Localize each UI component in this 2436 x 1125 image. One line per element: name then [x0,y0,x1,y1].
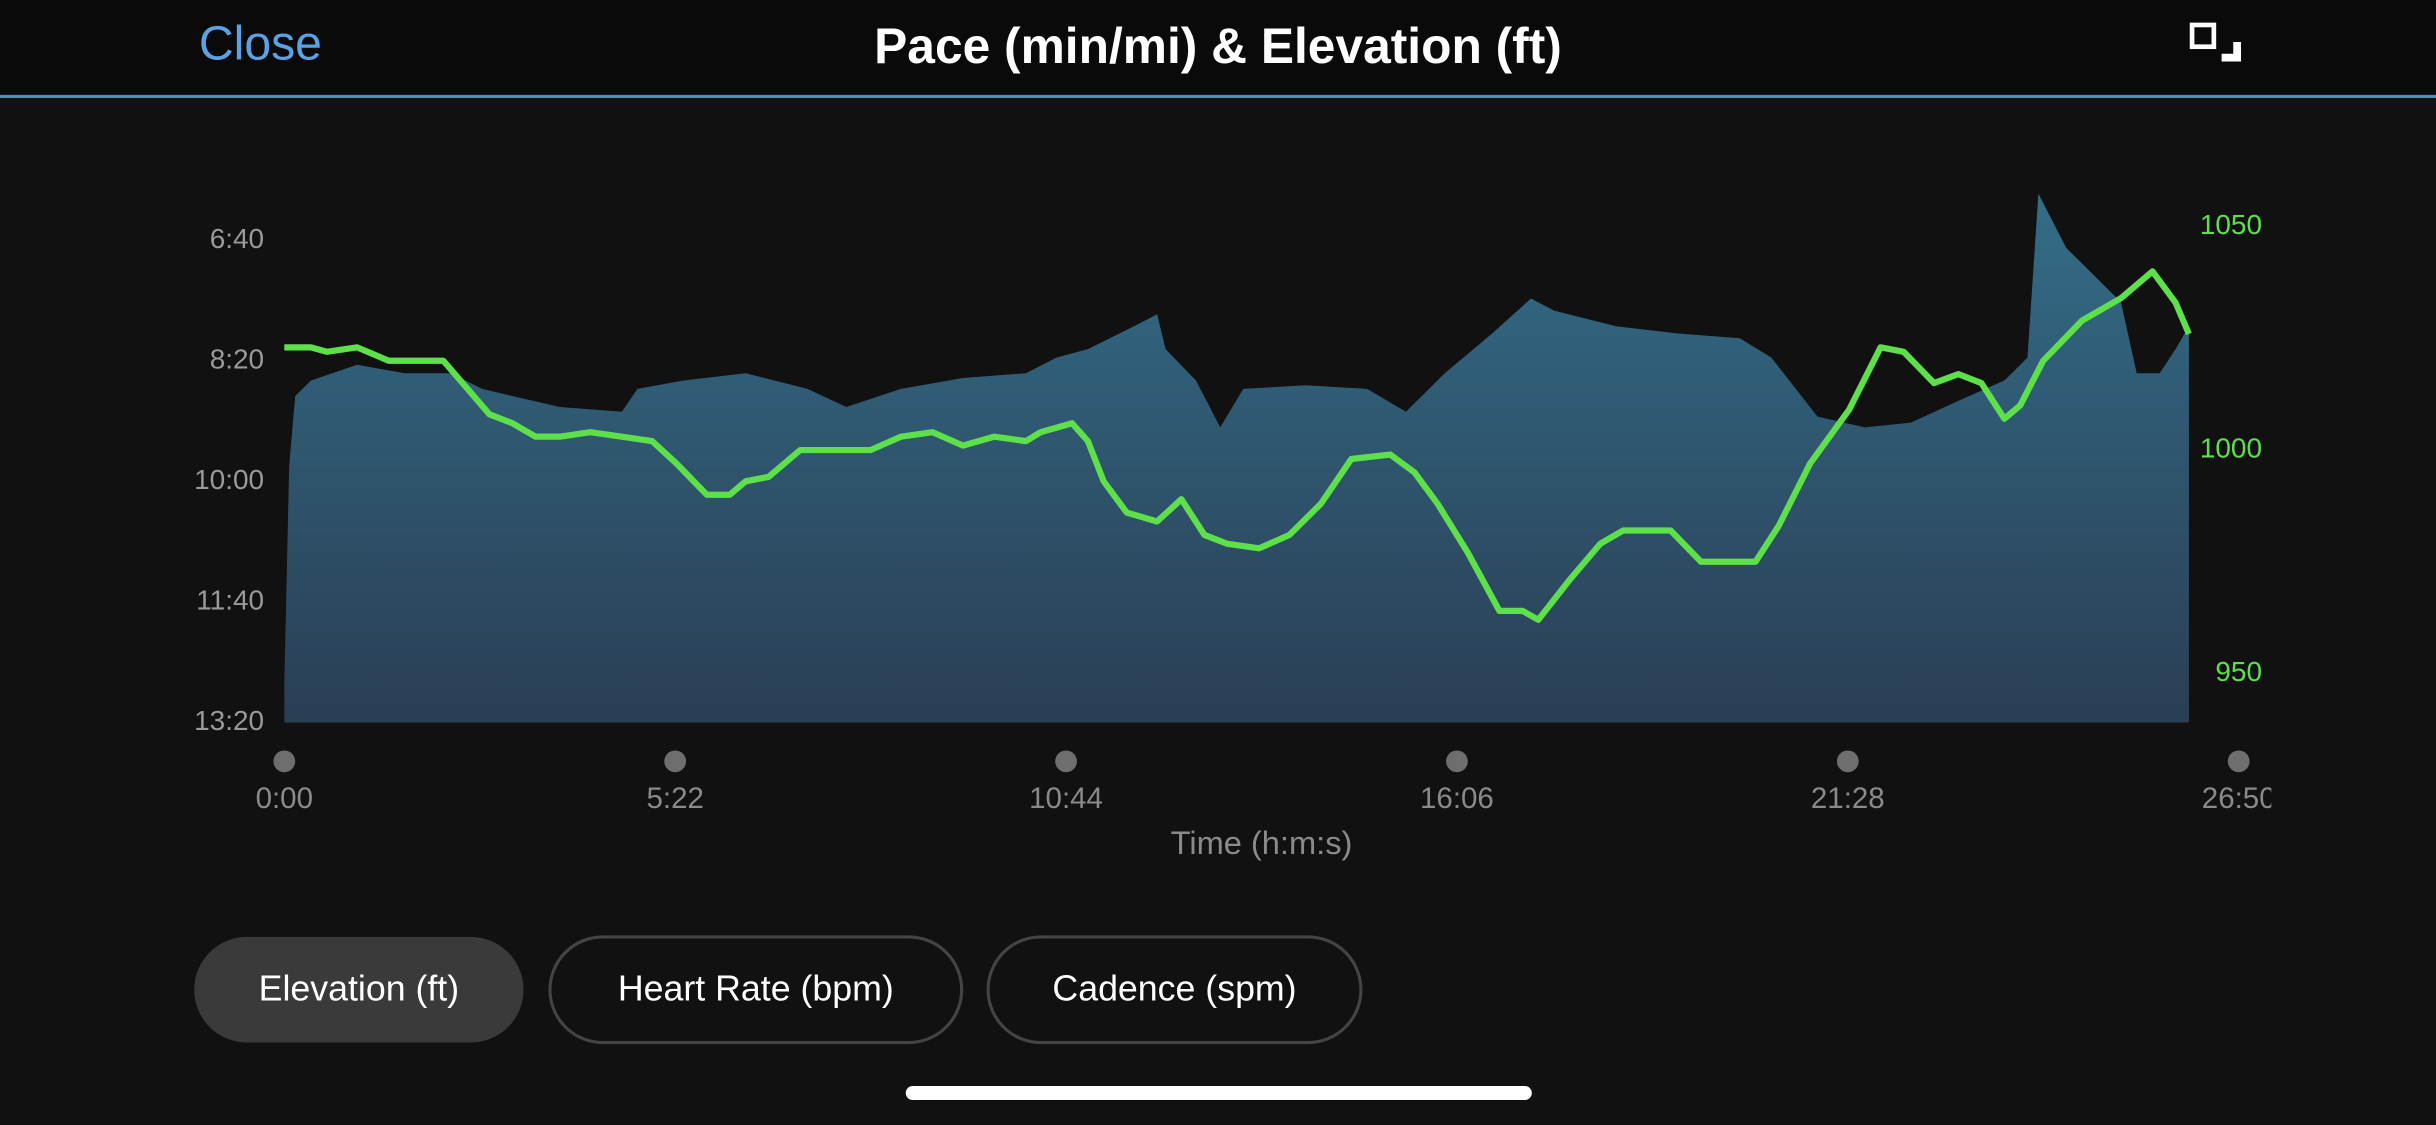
close-button[interactable]: Close [199,16,322,70]
x-tick-dot [2227,750,2250,773]
tab[interactable]: Elevation (ft) [194,936,524,1043]
y-tick-label: 8:20 [210,344,264,375]
pace-area [284,193,2189,723]
tab-pill [548,935,964,1045]
header-bar [0,0,2436,97]
y2-tick-label: 1050 [2200,209,2262,240]
y-tick-label: 11:40 [196,584,264,615]
x-tick-dot [1836,750,1859,773]
y-tick-label: 10:00 [194,464,264,495]
y2-tick-label: 1000 [2200,432,2262,463]
x-tick-label: 21:28 [1811,782,1885,815]
tab-label: Cadence (spm) [1052,969,1296,1009]
x-tick-dot [273,750,296,773]
y-tick-label: 6:40 [210,223,264,254]
x-tick-dot [1446,750,1468,773]
x-axis-title: Time (h:m:s) [1171,824,1353,861]
tab-pill [986,935,1363,1045]
x-tick-dot [1055,750,1077,773]
y2-tick-label: 950 [2215,656,2262,687]
x-tick-label: 10:44 [1029,782,1103,815]
tab-label: Elevation (ft) [259,969,460,1009]
plot: 6:40 8:20 10:00 11:40 13:20 950 1000 1050 0:00 5:… [194,193,2276,815]
x-tick-label: 0:00 [256,782,313,815]
tabs: Elevation (ft) Heart Rate (bpm) Cadence (s… [194,935,1363,1045]
tab-label: Heart Rate (bpm) [618,969,894,1009]
tab[interactable]: Heart Rate (bpm) [548,935,964,1045]
x-tick-label: 26:50 [2202,782,2276,815]
elevation-line [284,268,2192,623]
title: Pace (min/mi) & Elevation (ft) [874,18,1562,74]
icon-corner [2221,42,2242,62]
fullscreen-icon[interactable] [2189,22,2242,62]
x-axis: 0:00 5:22 10:44 16:06 21:28 26:50 [256,750,2276,815]
x-tick-label: 16:06 [1420,782,1494,815]
icon-square [2189,22,2217,50]
y-tick-label: 13:20 [194,705,264,736]
home-indicator [905,1086,1532,1101]
tab-pill [194,936,524,1043]
x-tick-dot [664,750,687,773]
tab[interactable]: Cadence (spm) [986,935,1363,1045]
x-tick-label: 5:22 [646,782,703,815]
